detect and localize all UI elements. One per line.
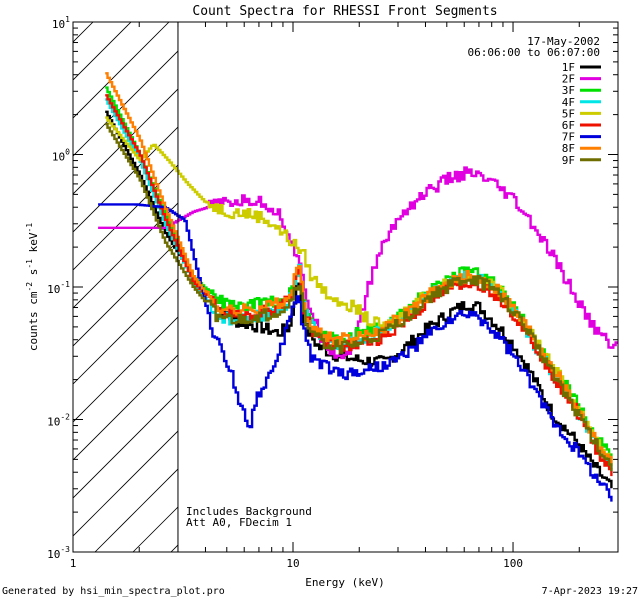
hatch-line (0, 0, 85, 552)
legend-label-4F: 4F (562, 96, 575, 109)
hatch-line (73, 22, 170, 119)
series-line-6F (105, 94, 613, 477)
legend-date: 17-May-2002 (527, 35, 600, 48)
legend-label-2F: 2F (562, 73, 575, 86)
hatch-line (73, 354, 178, 461)
y-tick-label: 101 (52, 15, 70, 31)
y-tick-label: 10-2 (47, 413, 70, 429)
hatch-line (0, 0, 9, 552)
hatch-line (73, 392, 178, 499)
legend-label-8F: 8F (562, 142, 575, 155)
hatch-line (209, 0, 640, 552)
hatch-line (73, 202, 178, 309)
attenuator-hatch-region (0, 0, 640, 552)
chart-title: Count Spectra for RHESSI Front Segments (192, 4, 497, 19)
hatch-line (247, 0, 640, 552)
legend-label-6F: 6F (562, 119, 575, 132)
hatch-line (73, 430, 178, 537)
legend-label-5F: 5F (562, 107, 575, 120)
hatch-line (73, 126, 178, 233)
x-tick-label: 100 (503, 557, 523, 570)
hatch-line (94, 468, 178, 552)
y-tick-label: 10-3 (47, 545, 70, 561)
hatch-line (73, 50, 178, 157)
series-line-8F (105, 72, 613, 464)
x-tick-label: 1 (70, 557, 77, 570)
series-line-1F (105, 110, 613, 489)
series-line-5F (105, 116, 613, 466)
footer-timestamp: 7-Apr-2023 19:27 (542, 586, 638, 597)
series-line-3F (105, 86, 613, 460)
y-tick-label: 100 (52, 148, 70, 164)
annotation-attenuator: Att A0, FDecim 1 (186, 516, 292, 529)
x-axis: 1 10 100 (70, 22, 619, 570)
legend-label-3F: 3F (562, 84, 575, 97)
hatch-line (73, 88, 178, 195)
legend-time-range: 06:06:00 to 06:07:00 (468, 46, 600, 59)
footer-generated-by: Generated by hsi_min_spectra_plot.pro (2, 586, 225, 597)
hatch-line (73, 278, 178, 385)
plot-frame (72, 21, 619, 553)
series-line-9F (105, 122, 613, 472)
series-line-4F (105, 98, 613, 469)
x-axis-label: Energy (keV) (305, 576, 384, 589)
hatch-line (73, 316, 178, 423)
series-line-7F (98, 203, 613, 502)
y-axis-label: counts cm-2 s-1 keV-1 (25, 223, 40, 351)
y-axis: 10-3 10-2 10-1 100 101 (47, 15, 618, 561)
hatch-line (73, 22, 132, 81)
hatch-line (73, 240, 178, 347)
legend-label-9F: 9F (562, 154, 575, 167)
y-tick-label: 10-1 (47, 280, 70, 296)
x-tick-label: 10 (286, 557, 299, 570)
annotation-background: Includes Background (186, 505, 312, 518)
legend-label-7F: 7F (562, 131, 575, 144)
legend-label-1F: 1F (562, 61, 575, 74)
